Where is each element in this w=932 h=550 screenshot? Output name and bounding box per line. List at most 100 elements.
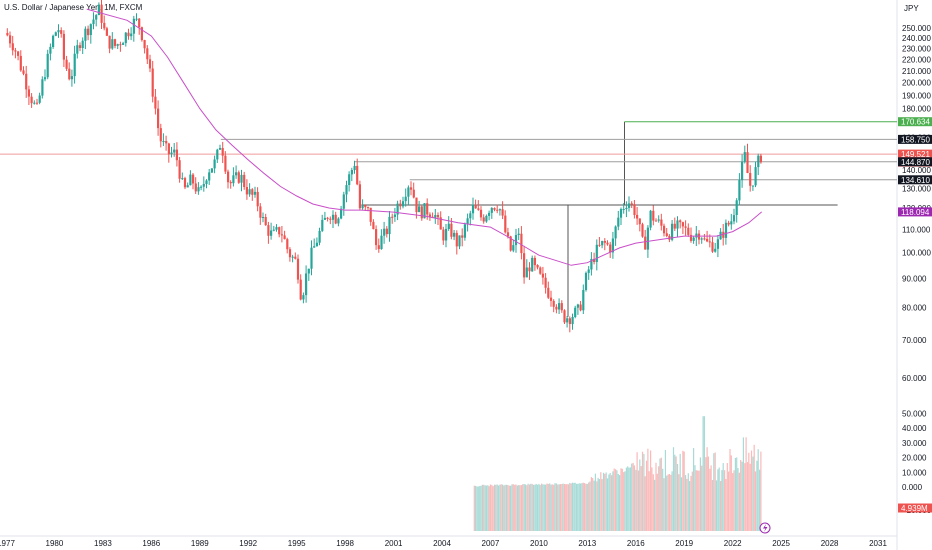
volume-bar <box>602 472 605 531</box>
candle-body <box>587 269 590 273</box>
price-tick-label: 130.000 <box>902 184 931 193</box>
candle-body <box>474 204 477 209</box>
candle-body <box>245 187 248 195</box>
volume-bar <box>489 484 491 531</box>
currency-label: JPY <box>904 4 919 13</box>
candle-body <box>757 155 760 168</box>
price-tick-label: 80.000 <box>902 303 927 312</box>
volume-bar <box>496 484 498 531</box>
candle-body <box>673 223 676 229</box>
volume-bar <box>536 484 539 531</box>
candle-body <box>240 174 243 183</box>
candle-body <box>38 95 41 103</box>
candle-body <box>558 303 561 310</box>
candle-body <box>738 180 741 201</box>
level-label-bg <box>898 117 932 127</box>
time-tick-label: 2007 <box>482 539 500 548</box>
volume-bar <box>527 483 529 531</box>
axis-labels-layer: 170.634158.750149.52174.12h144.870134.61… <box>898 117 932 513</box>
candle-body <box>283 235 286 240</box>
candle-body <box>100 4 103 23</box>
lightning-icon[interactable] <box>759 522 771 534</box>
volume-bar <box>679 453 681 531</box>
candle-body <box>498 209 501 211</box>
candle-body <box>318 230 321 243</box>
candle-body <box>722 231 725 238</box>
volume-bar <box>647 448 649 531</box>
volume-bar <box>662 468 664 531</box>
candle-body <box>11 43 14 51</box>
volume-tick-label: 40.000 <box>902 424 927 433</box>
volume-bar <box>722 463 724 531</box>
candle-body <box>189 174 192 186</box>
level-label: 144.870 <box>901 158 930 167</box>
volume-bar <box>721 470 723 531</box>
volume-bar <box>555 483 557 531</box>
volume-bar <box>503 485 505 531</box>
volume-bar <box>545 484 547 531</box>
candle-body <box>636 214 639 219</box>
candle-body <box>523 253 526 278</box>
volume-bar <box>652 474 654 531</box>
candle-body <box>33 102 36 104</box>
candle-body <box>525 267 528 278</box>
volume-bar <box>718 467 720 531</box>
volume-bar <box>515 484 517 531</box>
volume-bar <box>582 482 584 531</box>
volume-bar <box>663 478 665 531</box>
candle-body <box>194 183 197 192</box>
volume-bar <box>523 484 525 531</box>
candle-body <box>105 28 108 36</box>
candle-body <box>749 173 752 186</box>
candle-body <box>95 15 98 20</box>
candle-body <box>43 77 47 80</box>
candle-body <box>116 44 119 46</box>
volume-bar <box>492 486 494 531</box>
candle-body <box>706 238 709 242</box>
volume-bar <box>475 485 477 531</box>
candle-body <box>649 210 652 228</box>
candle-body <box>30 96 33 104</box>
volume-bar <box>738 472 740 531</box>
grid-layer <box>0 0 898 550</box>
volume-bar <box>685 475 687 531</box>
candle-body <box>576 304 579 308</box>
volume-bar <box>493 484 496 531</box>
volume-bar <box>643 453 645 531</box>
volume-bar <box>480 485 482 531</box>
volume-bar <box>717 469 719 531</box>
candle-body <box>52 35 55 47</box>
volume-bar <box>641 451 644 531</box>
volume-bar <box>534 484 536 531</box>
candle-body <box>227 171 230 183</box>
candle-body <box>458 235 461 247</box>
level-label-bg <box>898 175 932 185</box>
time-tick-label: 2019 <box>675 539 693 548</box>
candle-body <box>614 226 617 239</box>
candle-body <box>598 244 601 246</box>
candle-body <box>595 244 598 262</box>
volume-bar <box>535 483 537 531</box>
volume-bar <box>473 485 475 531</box>
candle-body <box>469 213 472 219</box>
candle-body <box>676 220 679 229</box>
candle-body <box>173 149 176 153</box>
volume-bar <box>554 483 556 531</box>
volume-layer <box>473 416 762 531</box>
moving-average-layer <box>86 8 763 266</box>
candle-body <box>92 19 95 25</box>
candle-body <box>663 225 666 234</box>
candle-body <box>482 217 485 222</box>
volume-bar <box>660 457 662 531</box>
candle-body <box>730 221 733 225</box>
price-tick-label: 220.000 <box>902 55 931 64</box>
candle-body <box>391 216 394 218</box>
candle-body <box>471 204 475 214</box>
candle-body <box>428 214 431 217</box>
candle-body <box>270 230 273 236</box>
candle-body <box>442 229 445 241</box>
candle-body <box>439 217 442 230</box>
volume-bar <box>563 484 566 531</box>
volume-bar <box>635 469 637 531</box>
